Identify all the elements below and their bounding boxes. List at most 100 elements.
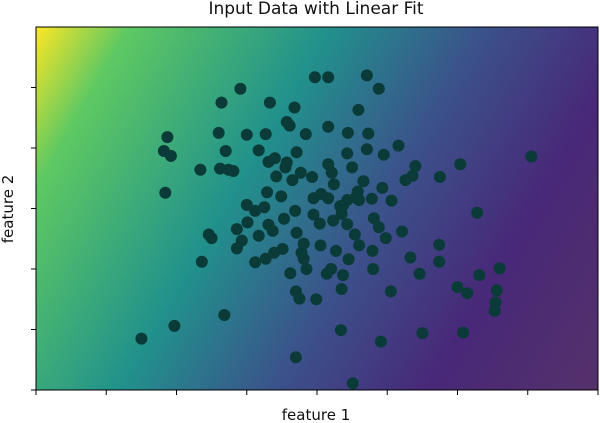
scatter-point (299, 128, 312, 141)
scatter-point (337, 269, 349, 282)
scatter-point (327, 214, 340, 227)
scatter-point (284, 267, 297, 280)
scatter-point (334, 324, 347, 337)
scatter-point (399, 174, 412, 187)
scatter-point (266, 224, 279, 237)
scatter-point (360, 69, 373, 82)
scatter-point (341, 126, 354, 139)
scatter-point (409, 160, 422, 173)
scatter-point (294, 166, 307, 179)
scatter-point (293, 292, 306, 305)
scatter-point (353, 239, 366, 252)
scatter-point (493, 262, 506, 275)
scatter-point (396, 225, 408, 238)
scatter-point (433, 238, 446, 251)
scatter-point (322, 71, 335, 84)
y-axis-label: feature 2 (0, 175, 17, 243)
scatter-point (346, 377, 359, 390)
scatter-point (259, 252, 272, 265)
scatter-point (342, 253, 355, 266)
scatter-point (258, 201, 271, 214)
scatter-point (365, 192, 378, 205)
scatter-point (376, 181, 389, 194)
scatter-point (490, 284, 503, 297)
scatter-point (315, 188, 328, 200)
scatter-point (385, 194, 398, 207)
scatter-point (290, 226, 303, 239)
scatter-point (227, 165, 240, 177)
scatter-point (283, 119, 296, 132)
scatter-point (322, 158, 335, 171)
scatter-point (252, 144, 265, 157)
scatter-point (341, 147, 354, 160)
scatter-point (212, 126, 225, 139)
scatter-point (413, 267, 426, 280)
scatter-point (372, 221, 385, 234)
scatter-point (205, 232, 218, 245)
chart-title: Input Data with Linear Fit (208, 0, 423, 19)
scatter-point (297, 237, 310, 250)
y-axis-ticks (31, 87, 36, 391)
scatter-point (327, 178, 340, 191)
scatter-point (230, 242, 243, 255)
scatter-point (310, 293, 323, 306)
scatter-point (249, 256, 262, 269)
scatter-point (362, 127, 375, 140)
scatter-point (164, 149, 177, 162)
scatter-point (261, 186, 274, 199)
scatter-point (240, 128, 253, 141)
scatter-point (372, 82, 385, 95)
scatter-point (240, 198, 253, 211)
scatter-point (357, 175, 370, 188)
scatter-point (230, 223, 243, 236)
scatter-point (308, 71, 321, 84)
scatter-point (314, 239, 327, 252)
scatter-points (135, 69, 538, 390)
scatter-point (404, 251, 417, 264)
scatter-point (307, 208, 320, 221)
scatter-point (161, 131, 174, 144)
scatter-point (330, 244, 342, 257)
scatter-point (384, 285, 397, 298)
scatter-point (320, 267, 333, 280)
scatter-point (249, 204, 262, 217)
scatter-point (215, 96, 228, 109)
scatter-point (346, 161, 359, 174)
scatter-point (374, 335, 387, 348)
scatter-point (219, 145, 232, 157)
scatter-point (360, 143, 373, 156)
scatter-point (353, 194, 366, 206)
scatter-point (194, 163, 207, 176)
scatter-point (234, 82, 247, 95)
scatter-point (471, 206, 484, 219)
plot-area (36, 27, 598, 390)
scatter-point (322, 120, 335, 133)
scatter-point (348, 228, 361, 241)
x-axis-ticks (35, 390, 599, 395)
scatter-point (313, 217, 326, 230)
scatter-point (290, 146, 303, 159)
scatter-point (473, 269, 486, 282)
scatter-point (416, 327, 429, 340)
scatter-point (268, 246, 281, 259)
scatter-point (289, 351, 302, 364)
scatter-point (525, 150, 538, 163)
scatter-point (241, 216, 254, 229)
scatter-point (433, 171, 446, 183)
scatter-point (367, 263, 380, 275)
scatter-point (195, 255, 208, 268)
scatter-point (278, 212, 290, 225)
decision-surface-heatmap (36, 27, 598, 390)
scatter-point (352, 103, 365, 116)
scatter-point (159, 186, 172, 199)
scatter-point (457, 326, 470, 339)
scatter-point (306, 171, 319, 183)
scatter-point (135, 332, 148, 345)
scatter-point (218, 309, 231, 321)
scatter-point (392, 139, 405, 152)
scatter-point (489, 296, 502, 309)
scatter-point (300, 263, 313, 275)
scatter-point (288, 101, 301, 114)
scatter-point (341, 218, 354, 231)
